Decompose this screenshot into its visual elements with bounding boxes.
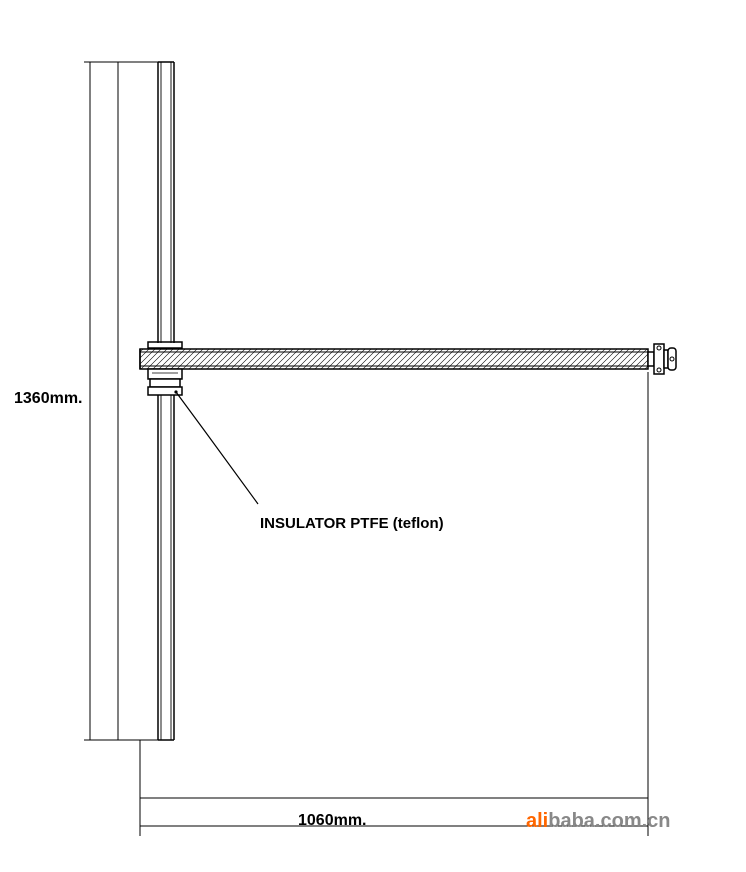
- watermark-alibaba: alibaba.com.cn: [526, 810, 671, 833]
- dimension-vertical-label: 1360mm.: [14, 390, 83, 408]
- watermark-suffix: baba.com.cn: [548, 810, 670, 832]
- dimension-horizontal-label: 1060mm.: [298, 812, 367, 830]
- drawing-svg: [0, 0, 746, 872]
- watermark-prefix: ali: [526, 810, 548, 832]
- callout-insulator-label: INSULATOR PTFE (teflon): [260, 515, 444, 532]
- drawing-canvas: 1360mm. 1060mm. INSULATOR PTFE (teflon) …: [0, 0, 746, 872]
